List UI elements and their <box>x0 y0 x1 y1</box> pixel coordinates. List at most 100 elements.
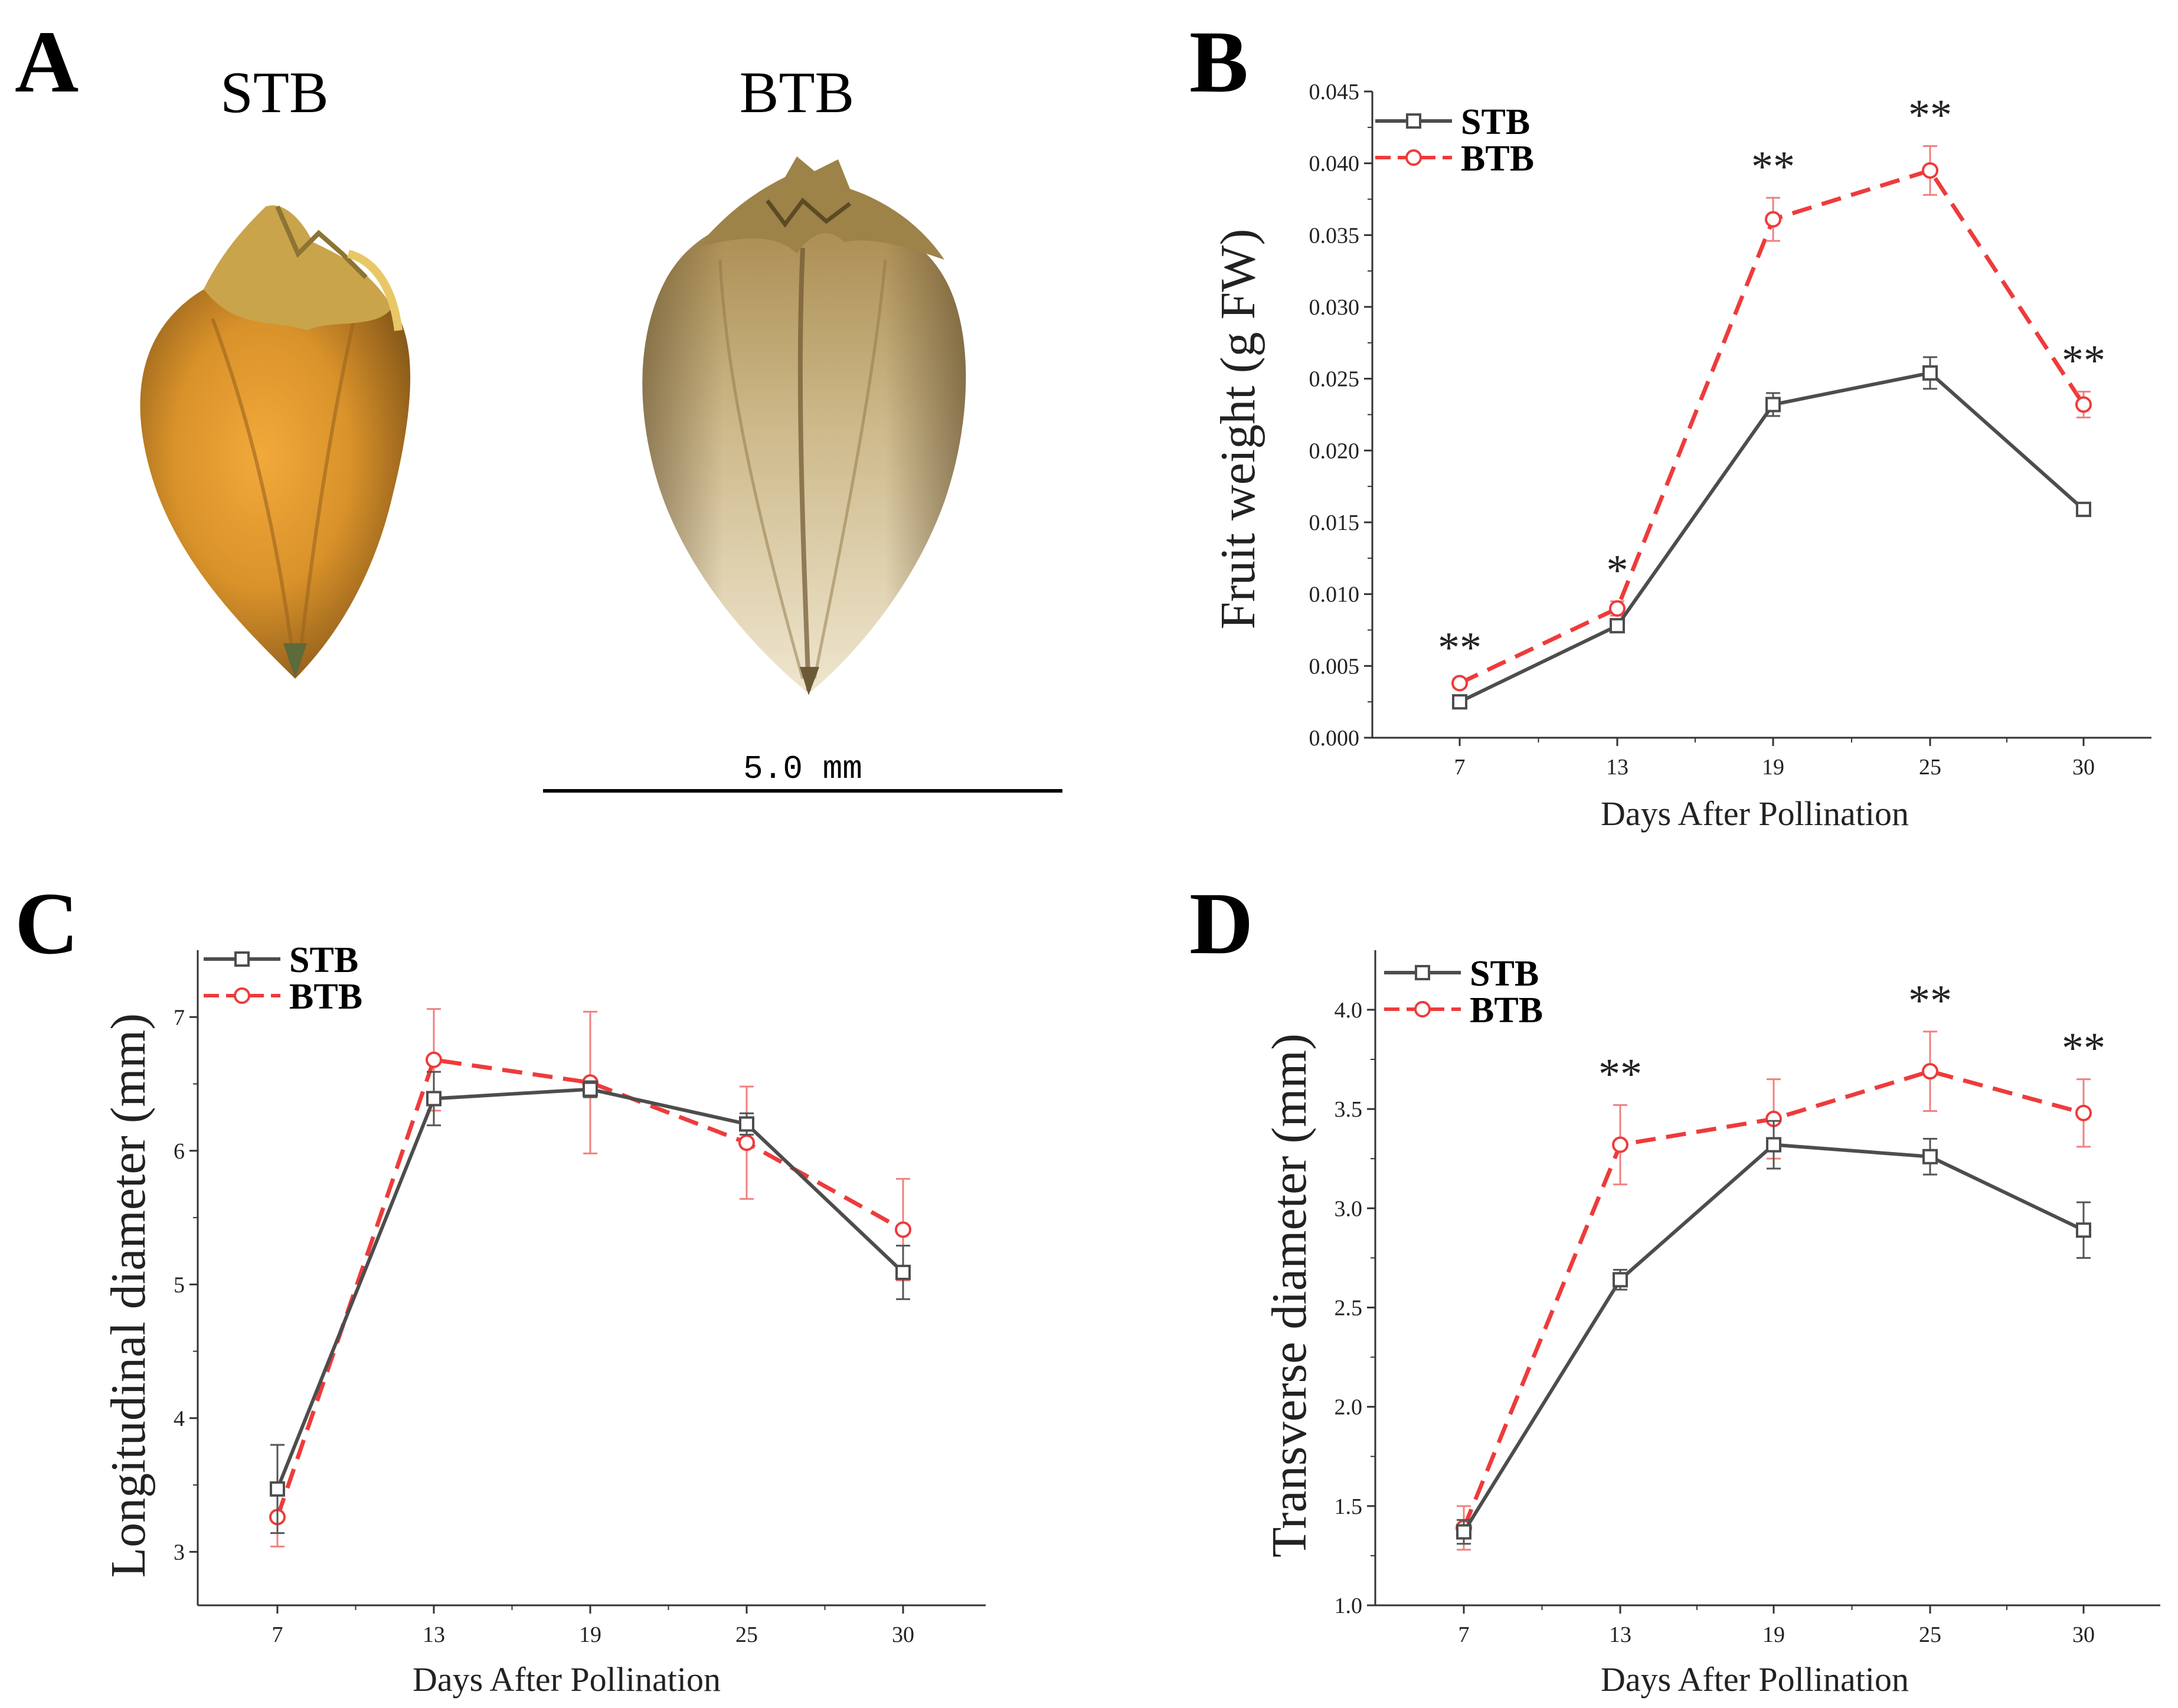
panel-b-y-tick-label: 0.020 <box>1309 439 1360 463</box>
panel-c-stb-point <box>895 1264 911 1280</box>
panel-b-stb-point <box>1765 397 1781 413</box>
panel-d-y-axis-title: Transverse diameter (mm) <box>1262 1033 1317 1558</box>
panel-c-legend-btb-label: BTB <box>289 977 362 1017</box>
panel-d-x-tick-label: 25 <box>1919 1622 1941 1647</box>
panel-d-x-tick-label: 7 <box>1458 1622 1470 1647</box>
panel-d-stb-point <box>1766 1137 1781 1153</box>
panel-d-x-axis-title: Days After Pollination <box>1601 1660 1909 1699</box>
panel-c-y-tick-label: 7 <box>174 1005 185 1030</box>
panel-b-btb-point <box>2075 396 2092 413</box>
panel-b-x-tick-label: 19 <box>1762 755 1784 780</box>
panel-b-btb-point <box>1609 600 1626 617</box>
panel-b-stb-point <box>1610 618 1625 634</box>
panel-b-stb-point <box>1922 365 1938 381</box>
panel-c-stb-point <box>270 1481 285 1497</box>
panel-c-label: C <box>15 875 79 973</box>
panel-d-significance-mark: ** <box>2062 1025 2105 1073</box>
panel-d-legend-btb-label: BTB <box>1470 990 1543 1030</box>
panel-b-significance-mark: ** <box>1438 624 1482 672</box>
panel-b-x-tick-label: 25 <box>1919 755 1941 780</box>
btb-fruit-image <box>642 156 966 695</box>
panel-b-y-tick-label: 0.000 <box>1309 726 1360 751</box>
panel-a: A STB BTB 5.0 mm <box>15 13 1062 793</box>
panel-b-significance-mark: ** <box>2062 337 2105 385</box>
panel-b-legend-stb-label: STB <box>1461 102 1530 142</box>
panel-d-legend-btb-marker <box>1414 1001 1431 1017</box>
panel-c-x-tick-label: 19 <box>579 1622 601 1647</box>
panel-b-x-axis-title: Days After Pollination <box>1601 794 1909 833</box>
panel-b-significance-mark: ** <box>1908 91 1952 139</box>
panel-c-y-tick-label: 3 <box>174 1540 185 1565</box>
panel-d-stb-line <box>1462 1143 2085 1533</box>
panel-c-btb-point <box>738 1134 755 1151</box>
panel-b-label: B <box>1189 13 1248 111</box>
panel-d-btb-point <box>1612 1136 1628 1153</box>
panel-b-btb-point <box>1451 675 1468 692</box>
scale-bar-label: 5.0 mm <box>743 750 862 788</box>
panel-b-x-tick-label: 7 <box>1454 755 1466 780</box>
panel-d-y-tick-label: 1.5 <box>1335 1494 1363 1519</box>
panel-d-significance-mark: ** <box>1908 977 1952 1025</box>
panel-d-y-tick-label: 1.0 <box>1335 1594 1363 1618</box>
panel-d-stb-point <box>2076 1222 2091 1238</box>
panel-a-label: A <box>15 13 79 111</box>
panel-c-btb-point <box>895 1221 911 1238</box>
panel-d-label: D <box>1189 875 1253 973</box>
panel-d-y-tick-label: 2.5 <box>1335 1295 1363 1320</box>
panel-b-y-tick-label: 0.035 <box>1309 223 1360 248</box>
panel-b-x-tick-label: 30 <box>2072 755 2095 780</box>
panel-c-legend-btb-marker <box>234 987 250 1004</box>
panel-b-legend-btb-marker <box>1405 149 1422 166</box>
panel-d-btb-point <box>2075 1104 2092 1121</box>
panel-c: C Days After Pollination Longitudinal di… <box>15 875 986 1699</box>
panel-d-stb-point <box>1456 1524 1471 1540</box>
panel-b-stb-point <box>2076 502 2091 518</box>
panel-b-y-tick-label: 0.005 <box>1309 654 1360 679</box>
panel-b-y-tick-label: 0.015 <box>1309 511 1360 535</box>
stb-fruit-image <box>140 205 411 679</box>
panel-d-y-tick-label: 3.5 <box>1335 1097 1363 1122</box>
panel-c-legend-stb-marker <box>234 951 250 967</box>
panel-b-legend-btb-label: BTB <box>1461 139 1534 179</box>
panel-d-x-tick-label: 13 <box>1609 1622 1631 1647</box>
panel-b-y-tick-label: 0.010 <box>1309 583 1360 607</box>
panel-d-y-tick-label: 2.0 <box>1335 1395 1363 1420</box>
sample-label-btb: BTB <box>740 60 854 125</box>
panel-b-btb-point <box>1922 162 1938 179</box>
panel-b-y-tick-label: 0.025 <box>1309 367 1360 392</box>
panel-c-stb-point <box>583 1081 598 1097</box>
panel-d-significance-mark: ** <box>1598 1050 1642 1098</box>
sample-label-stb: STB <box>220 60 328 125</box>
panel-c-x-tick-label: 30 <box>892 1622 914 1647</box>
panel-d-stb-point <box>1613 1272 1628 1288</box>
panel-c-stb-point <box>739 1116 754 1132</box>
panel-b-btb-point <box>1765 211 1781 228</box>
panel-c-btb-point <box>426 1051 442 1068</box>
panel-c-x-tick-label: 25 <box>735 1622 758 1647</box>
panel-d-btb-point <box>1922 1063 1938 1080</box>
panel-b-significance-mark: ** <box>1751 143 1795 191</box>
panel-c-stb-point <box>426 1091 442 1107</box>
panel-b: B Days After Pollination Fruit weight (g… <box>1189 13 2151 833</box>
panel-b-significance-mark: * <box>1607 547 1628 595</box>
panel-d-legend-stb-label: STB <box>1470 954 1539 994</box>
panel-d-y-tick-label: 3.0 <box>1335 1196 1363 1221</box>
panel-c-x-axis-title: Days After Pollination <box>413 1660 721 1699</box>
panel-b-y-tick-label: 0.030 <box>1309 295 1360 320</box>
panel-b-stb-point <box>1452 694 1467 710</box>
panel-d: D Days After Pollination Transverse diam… <box>1189 875 2160 1699</box>
panel-c-legend-stb-label: STB <box>289 940 358 980</box>
panel-d-x-tick-label: 19 <box>1762 1622 1785 1647</box>
panel-c-y-tick-label: 6 <box>174 1139 185 1164</box>
panel-b-y-tick-label: 0.045 <box>1309 80 1360 104</box>
panel-b-stb-line <box>1458 371 2085 704</box>
panel-b-x-tick-label: 13 <box>1606 755 1628 780</box>
panel-b-y-tick-label: 0.040 <box>1309 152 1360 176</box>
panel-c-x-tick-label: 13 <box>423 1622 445 1647</box>
panel-c-y-tick-label: 4 <box>174 1406 185 1431</box>
panel-b-legend-stb-marker <box>1406 113 1421 129</box>
panel-c-y-axis-title: Longitudinal diameter (mm) <box>101 1013 156 1578</box>
panel-d-y-tick-label: 4.0 <box>1335 998 1363 1023</box>
panel-c-x-tick-label: 7 <box>272 1622 283 1647</box>
